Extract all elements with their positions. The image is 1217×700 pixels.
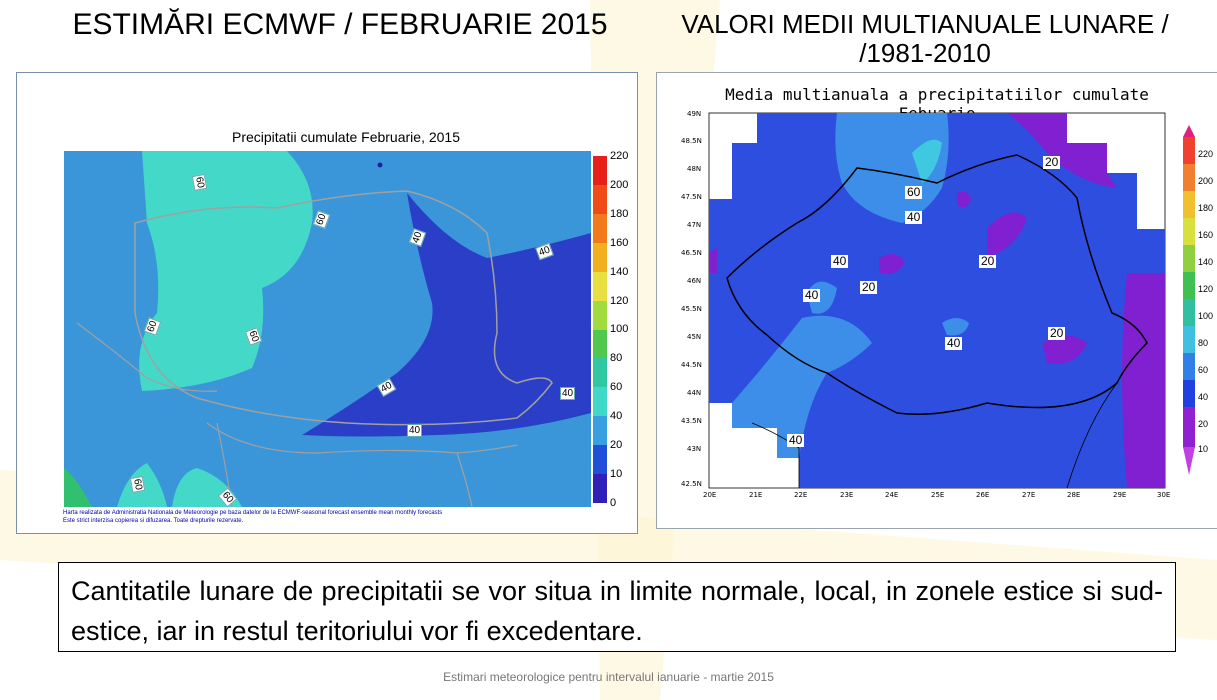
contour-label: 40 [787,433,805,447]
forecast-map [64,151,591,508]
colorbar-label: 140 [610,266,629,278]
colorbar-label: 60 [1198,365,1209,375]
colorbar-label: 100 [1198,311,1214,321]
contour-label: 20 [860,280,878,294]
longitude-label: 24E [885,491,899,499]
slide-title-right: VALORI MEDII MULTIANUALE LUNARE / /1981-… [650,10,1200,67]
slide-footer: Estimari meteorologice pentru intervalul… [443,670,774,684]
colorbar-label: 80 [610,352,623,364]
colorbar-label: 40 [1198,392,1209,402]
colorbar-label: 120 [610,295,629,307]
longitude-label: 22E [794,491,808,499]
contour-label: 20 [1048,326,1066,340]
longitude-label: 28E [1067,491,1081,499]
latitude-label: 43N [687,445,702,453]
latitude-label: 46N [687,277,702,285]
colorbar-swatch [593,242,607,272]
colorbar-label: 100 [610,323,629,335]
colorbar-swatch [593,329,607,359]
slide-title-left: ESTIMĂRI ECMWF / FEBRUARIE 2015 [72,8,608,41]
colorbar-label: 20 [610,439,623,451]
colorbar-label: 220 [1198,149,1214,159]
latitude-label: 47N [687,221,702,229]
latitude-label: 44N [687,389,702,397]
colorbar-swatch [593,387,607,417]
colorbar-label: 80 [1198,338,1209,348]
colorbar-label: 180 [1198,203,1214,213]
colorbar-swatch [593,474,607,504]
latitude-label: 43.5N [681,417,702,425]
climatology-map-panel: Media multianuala a precipitatiilor cumu… [656,72,1217,529]
longitude-label: 25E [931,491,945,499]
colorbar-label: 160 [610,237,629,249]
latitude-label: 45.5N [681,305,702,313]
contour-label: 40 [905,210,923,224]
contour-label: 20 [1043,155,1061,169]
contour-label: 40 [560,387,576,400]
colorbar-label: 20 [1198,419,1209,429]
latitude-label: 46.5N [681,249,702,257]
contour-label: 40 [831,254,849,268]
contour-label: 40 [803,288,821,302]
slide-title-right-line2: /1981-2010 [859,37,991,68]
map-credit-line2: Este strict interzisa copierea si difuza… [63,518,244,524]
longitude-label: 27E [1022,491,1036,499]
colorbar-swatch [593,358,607,388]
longitude-label: 30E [1157,491,1171,499]
colorbar-label: 10 [1198,444,1209,454]
colorbar-swatch [593,300,607,330]
colorbar-label: 40 [610,410,623,422]
colorbar-label: 200 [1198,176,1214,186]
longitude-label: 23E [840,491,854,499]
colorbar-label: 200 [610,179,629,191]
contour-label: 40 [407,424,423,437]
slide-title-right-line1: VALORI MEDII MULTIANUALE LUNARE / [681,9,1169,39]
summary-text: Cantitatile lunare de precipitatii se vo… [58,562,1176,652]
contour-label: 60 [905,185,923,199]
longitude-label: 26E [976,491,990,499]
forecast-map-panel: Precipitatii cumulate Februarie, 2015 60… [16,72,638,534]
colorbar-swatch [593,445,607,475]
latitude-label: 44.5N [681,361,702,369]
forecast-colorbar [593,156,607,504]
colorbar-label: 0 [610,497,617,509]
longitude-label: 20E [703,491,717,499]
latitude-label: 48.5N [681,137,702,145]
colorbar-swatch [593,416,607,446]
colorbar-label: 180 [610,208,629,220]
contour-label: 20 [979,254,997,268]
contour-label: 40 [945,336,963,350]
colorbar-label: 120 [1198,284,1214,294]
forecast-map-title: Precipitatii cumulate Februarie, 2015 [231,129,460,145]
latitude-label: 48N [687,165,702,173]
longitude-label: 21E [749,491,763,499]
latitude-label: 42.5N [681,480,702,488]
colorbar-label: 220 [610,150,629,162]
map-credit-line1: Harta realizata de Administratia Nationa… [63,510,443,516]
climatology-map [708,112,1166,489]
latitude-label: 49N [687,110,702,118]
colorbar-swatch [593,156,607,185]
contour-label: 60 [129,475,146,494]
colorbar-label: 140 [1198,257,1214,267]
latitude-label: 47.5N [681,193,702,201]
colorbar-swatch [593,213,607,243]
colorbar-swatch [593,271,607,301]
latitude-label: 45N [687,333,702,341]
colorbar-label: 160 [1198,230,1214,240]
colorbar-swatch [593,184,607,214]
colorbar-label: 60 [610,381,623,393]
climatology-colorbar [1183,125,1195,475]
colorbar-label: 10 [610,468,623,480]
contour-label: 60 [191,173,208,192]
longitude-label: 29E [1113,491,1127,499]
